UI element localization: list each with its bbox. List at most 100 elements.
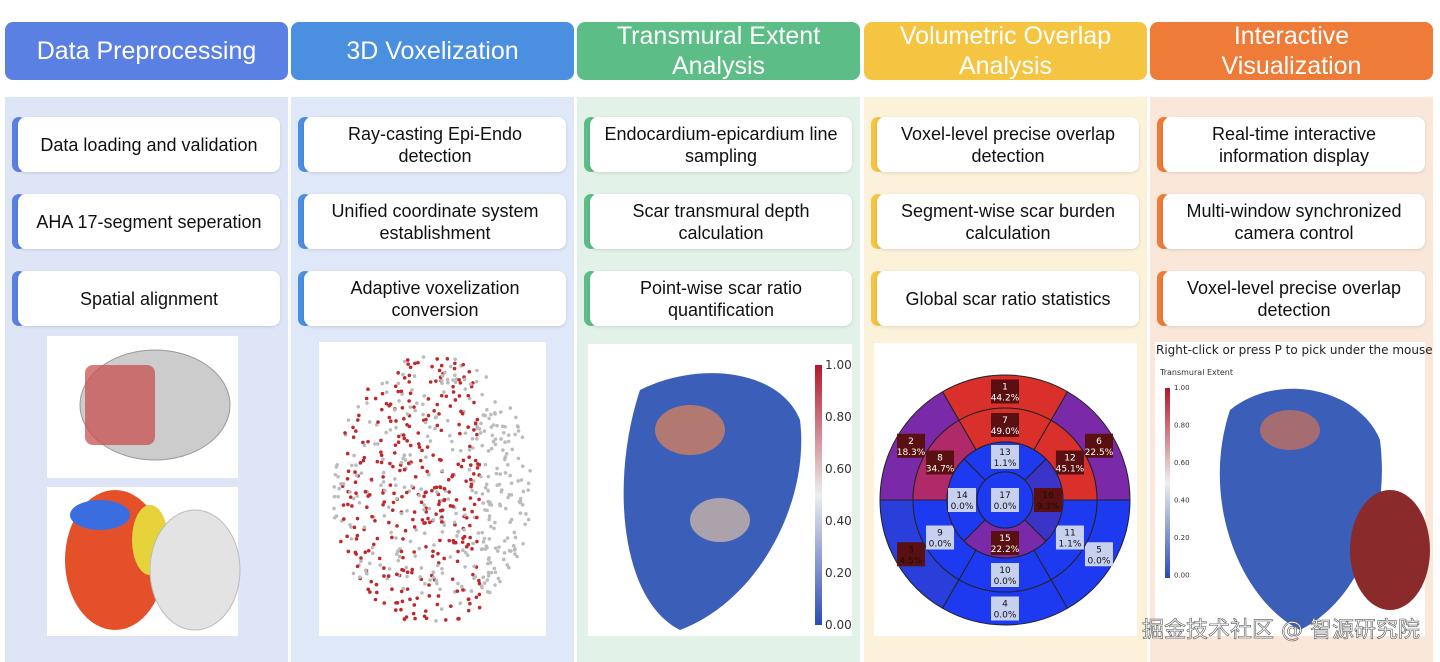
- voxel: [434, 619, 438, 623]
- voxel: [400, 392, 404, 396]
- voxel: [407, 399, 411, 403]
- voxel: [387, 567, 392, 571]
- voxel: [380, 381, 384, 386]
- voxel: [479, 474, 483, 479]
- voxel: [513, 432, 517, 437]
- step-box: Unified coordinate system establishment: [304, 194, 566, 249]
- voxel: [417, 493, 422, 498]
- voxel: [467, 455, 471, 459]
- anatomy: [1350, 490, 1430, 610]
- segment-value: 0.0%: [1088, 556, 1111, 566]
- voxel: [453, 357, 457, 362]
- voxel: [379, 453, 384, 458]
- voxel: [399, 549, 404, 554]
- voxel: [505, 536, 510, 540]
- voxel: [446, 477, 451, 482]
- voxel: [402, 376, 407, 380]
- segment-value: 44.2%: [991, 394, 1020, 404]
- voxel: [401, 456, 406, 461]
- voxel: [339, 539, 343, 544]
- voxel: [402, 453, 407, 458]
- voxel: [400, 494, 404, 499]
- voxel: [408, 443, 413, 448]
- segment-number: 8: [937, 454, 943, 464]
- voxel: [428, 578, 432, 582]
- voxel: [339, 482, 343, 486]
- voxel: [410, 484, 414, 488]
- segment-number: 2: [908, 437, 914, 447]
- voxel: [466, 597, 471, 601]
- voxel: [439, 393, 444, 398]
- voxel: [507, 565, 511, 570]
- voxel: [359, 471, 364, 476]
- voxel: [382, 500, 387, 504]
- voxel: [336, 494, 340, 499]
- voxel: [495, 466, 499, 471]
- voxel: [394, 536, 398, 540]
- voxel: [463, 387, 468, 391]
- voxel: [508, 473, 512, 478]
- voxel: [382, 601, 387, 605]
- voxel: [350, 504, 354, 508]
- voxel: [493, 583, 497, 587]
- voxel: [423, 490, 428, 495]
- voxel: [442, 556, 446, 561]
- voxel: [400, 406, 405, 410]
- voxel: [411, 611, 416, 616]
- voxel: [405, 439, 410, 443]
- segment-value: 0.0%: [994, 502, 1017, 512]
- voxel: [362, 443, 367, 448]
- voxel: [468, 496, 473, 500]
- voxel: [404, 490, 409, 495]
- voxel: [405, 358, 410, 362]
- voxel: [419, 566, 424, 570]
- voxel: [462, 528, 466, 532]
- voxel: [481, 413, 486, 417]
- voxel: [498, 472, 502, 476]
- voxel: [401, 555, 405, 560]
- voxel: [521, 542, 525, 546]
- voxel: [516, 479, 520, 483]
- voxel: [423, 420, 428, 425]
- voxel: [385, 380, 389, 385]
- voxel: [469, 463, 473, 467]
- voxel: [453, 361, 457, 366]
- voxel: [467, 467, 472, 472]
- segment-number: 5: [1096, 545, 1102, 555]
- voxel: [448, 404, 453, 408]
- voxel: [484, 375, 489, 379]
- voxel: [402, 617, 407, 621]
- voxel: [352, 453, 356, 458]
- voxel: [503, 424, 507, 429]
- voxel: [430, 488, 434, 493]
- voxel: [423, 581, 427, 586]
- colorbar-tick: 0.80: [825, 410, 852, 424]
- segment-value: 22.5%: [1085, 448, 1114, 458]
- voxel: [434, 578, 439, 583]
- voxel: [474, 379, 479, 384]
- voxel: [497, 545, 501, 549]
- voxel: [402, 417, 406, 421]
- voxel: [405, 508, 409, 513]
- voxel: [348, 490, 352, 494]
- voxel: [379, 483, 383, 488]
- colorbar-tick: 1.00: [825, 358, 852, 372]
- voxel: [502, 551, 507, 555]
- voxel: [401, 586, 406, 591]
- voxel: [486, 474, 491, 479]
- voxel: [408, 405, 413, 409]
- voxel: [411, 517, 415, 522]
- voxel: [486, 573, 491, 578]
- voxel: [453, 398, 458, 402]
- voxel: [521, 489, 526, 494]
- voxel: [505, 563, 509, 567]
- voxel: [382, 574, 386, 578]
- voxel: [405, 412, 410, 416]
- voxel: [459, 464, 464, 469]
- voxel: [442, 486, 447, 491]
- voxel: [370, 545, 375, 550]
- voxel: [504, 451, 509, 456]
- voxel: [336, 474, 340, 479]
- voxel: [408, 391, 413, 396]
- voxel: [366, 587, 371, 592]
